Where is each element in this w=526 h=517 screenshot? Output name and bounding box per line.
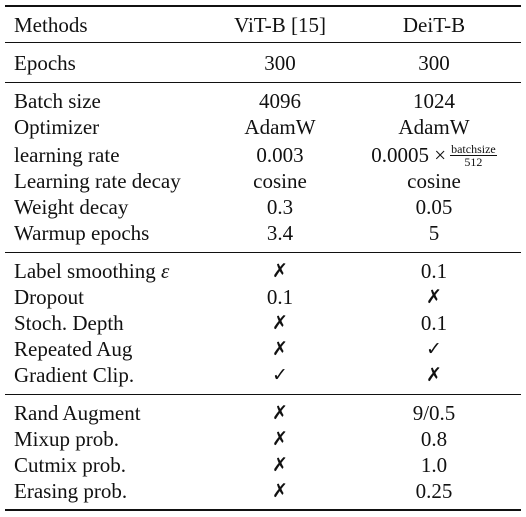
header-row: Methods ViT-B [15] DeiT-B — [0, 12, 526, 38]
epsilon-symbol: ε — [160, 259, 170, 283]
check-icon: ✓ — [426, 338, 442, 360]
row-label: Cutmix prob. — [14, 453, 127, 477]
table-row: Cutmix prob. ✗ 1.0 — [0, 452, 526, 478]
group-rule — [5, 394, 521, 395]
row-label: Erasing prob. — [14, 479, 128, 503]
row-label: Repeated Aug — [14, 337, 133, 361]
row-label: Gradient Clip. — [14, 363, 135, 387]
top-rule — [5, 5, 521, 7]
table-row: Gradient Clip. ✓ ✗ — [0, 362, 526, 388]
lr-fraction: batchsize 512 — [450, 143, 497, 168]
table-row: Weight decay 0.3 0.05 — [0, 194, 526, 220]
check-icon: ✓ — [272, 364, 288, 386]
table-row: Dropout 0.1 ✗ — [0, 284, 526, 310]
deit-value: 9/0.5 — [412, 401, 456, 425]
deit-value: 0.1 — [420, 259, 448, 283]
lr-fraction-denominator: 512 — [464, 154, 483, 169]
row-label: learning rate — [14, 143, 120, 167]
group-rule — [5, 252, 521, 253]
vit-value: 0.1 — [266, 285, 294, 309]
table-row: Warmup epochs 3.4 5 — [0, 220, 526, 246]
cross-icon: ✗ — [426, 364, 442, 386]
row-label: Warmup epochs — [14, 221, 150, 245]
row-label: Weight decay — [14, 195, 129, 219]
table-row: learning rate 0.003 0.0005 × batchsize 5… — [0, 142, 526, 168]
vit-value: 3.4 — [266, 221, 294, 245]
cross-icon: ✗ — [272, 454, 288, 476]
deit-value: 0.05 — [415, 195, 453, 219]
deit-value: 5 — [428, 221, 440, 245]
group-rule — [5, 82, 521, 83]
table-row: Learning rate decay cosine cosine — [0, 168, 526, 194]
row-label: Batch size — [14, 89, 101, 113]
deit-value: 0.1 — [420, 311, 448, 335]
deit-lr-value: 0.0005 × batchsize 512 — [352, 142, 516, 168]
bottom-rule — [5, 509, 521, 511]
table-row: Rand Augment ✗ 9/0.5 — [0, 400, 526, 426]
row-label: Stoch. Depth — [14, 311, 124, 335]
table-row: Optimizer AdamW AdamW — [0, 114, 526, 140]
table-row: Label smoothing ε ✗ 0.1 — [0, 258, 526, 284]
row-label: Rand Augment — [14, 401, 141, 425]
deit-value: 0.25 — [415, 479, 453, 503]
table-row: Mixup prob. ✗ 0.8 — [0, 426, 526, 452]
header-methods: Methods — [14, 13, 88, 37]
deit-value: 0.8 — [420, 427, 448, 451]
table-row: Erasing prob. ✗ 0.25 — [0, 478, 526, 504]
vit-value: cosine — [253, 169, 307, 193]
deit-value: AdamW — [398, 115, 470, 139]
cross-icon: ✗ — [272, 312, 288, 334]
row-label: Learning rate decay — [14, 169, 181, 193]
cross-icon: ✗ — [272, 260, 288, 282]
table-row: Epochs 300 300 — [0, 50, 526, 76]
cross-icon: ✗ — [272, 402, 288, 424]
deit-lr-base: 0.0005 × — [371, 143, 447, 167]
vit-value: 4096 — [259, 89, 301, 113]
header-rule — [5, 42, 521, 43]
row-label: Label smoothing ε — [14, 258, 169, 284]
label-smoothing-text: Label smoothing — [14, 259, 156, 283]
vit-value: 300 — [264, 51, 296, 75]
table-row: Stoch. Depth ✗ 0.1 — [0, 310, 526, 336]
row-label: Optimizer — [14, 115, 100, 139]
table-row: Batch size 4096 1024 — [0, 88, 526, 114]
header-deit-b: DeiT-B — [402, 13, 466, 37]
cross-icon: ✗ — [272, 480, 288, 502]
header-vit-b: ViT-B [15] — [234, 13, 326, 37]
deit-value: 300 — [418, 51, 450, 75]
lr-fraction-numerator: batchsize — [450, 141, 497, 156]
row-label: Dropout — [14, 285, 84, 309]
row-label: Mixup prob. — [14, 427, 119, 451]
table-row: Repeated Aug ✗ ✓ — [0, 336, 526, 362]
vit-value: 0.003 — [256, 143, 304, 167]
cross-icon: ✗ — [272, 428, 288, 450]
deit-value: cosine — [407, 169, 461, 193]
vit-value: 0.3 — [266, 195, 294, 219]
cross-icon: ✗ — [426, 286, 442, 308]
deit-value: 1024 — [413, 89, 455, 113]
cross-icon: ✗ — [272, 338, 288, 360]
deit-value: 1.0 — [420, 453, 448, 477]
row-label: Epochs — [14, 51, 76, 75]
vit-value: AdamW — [244, 115, 316, 139]
